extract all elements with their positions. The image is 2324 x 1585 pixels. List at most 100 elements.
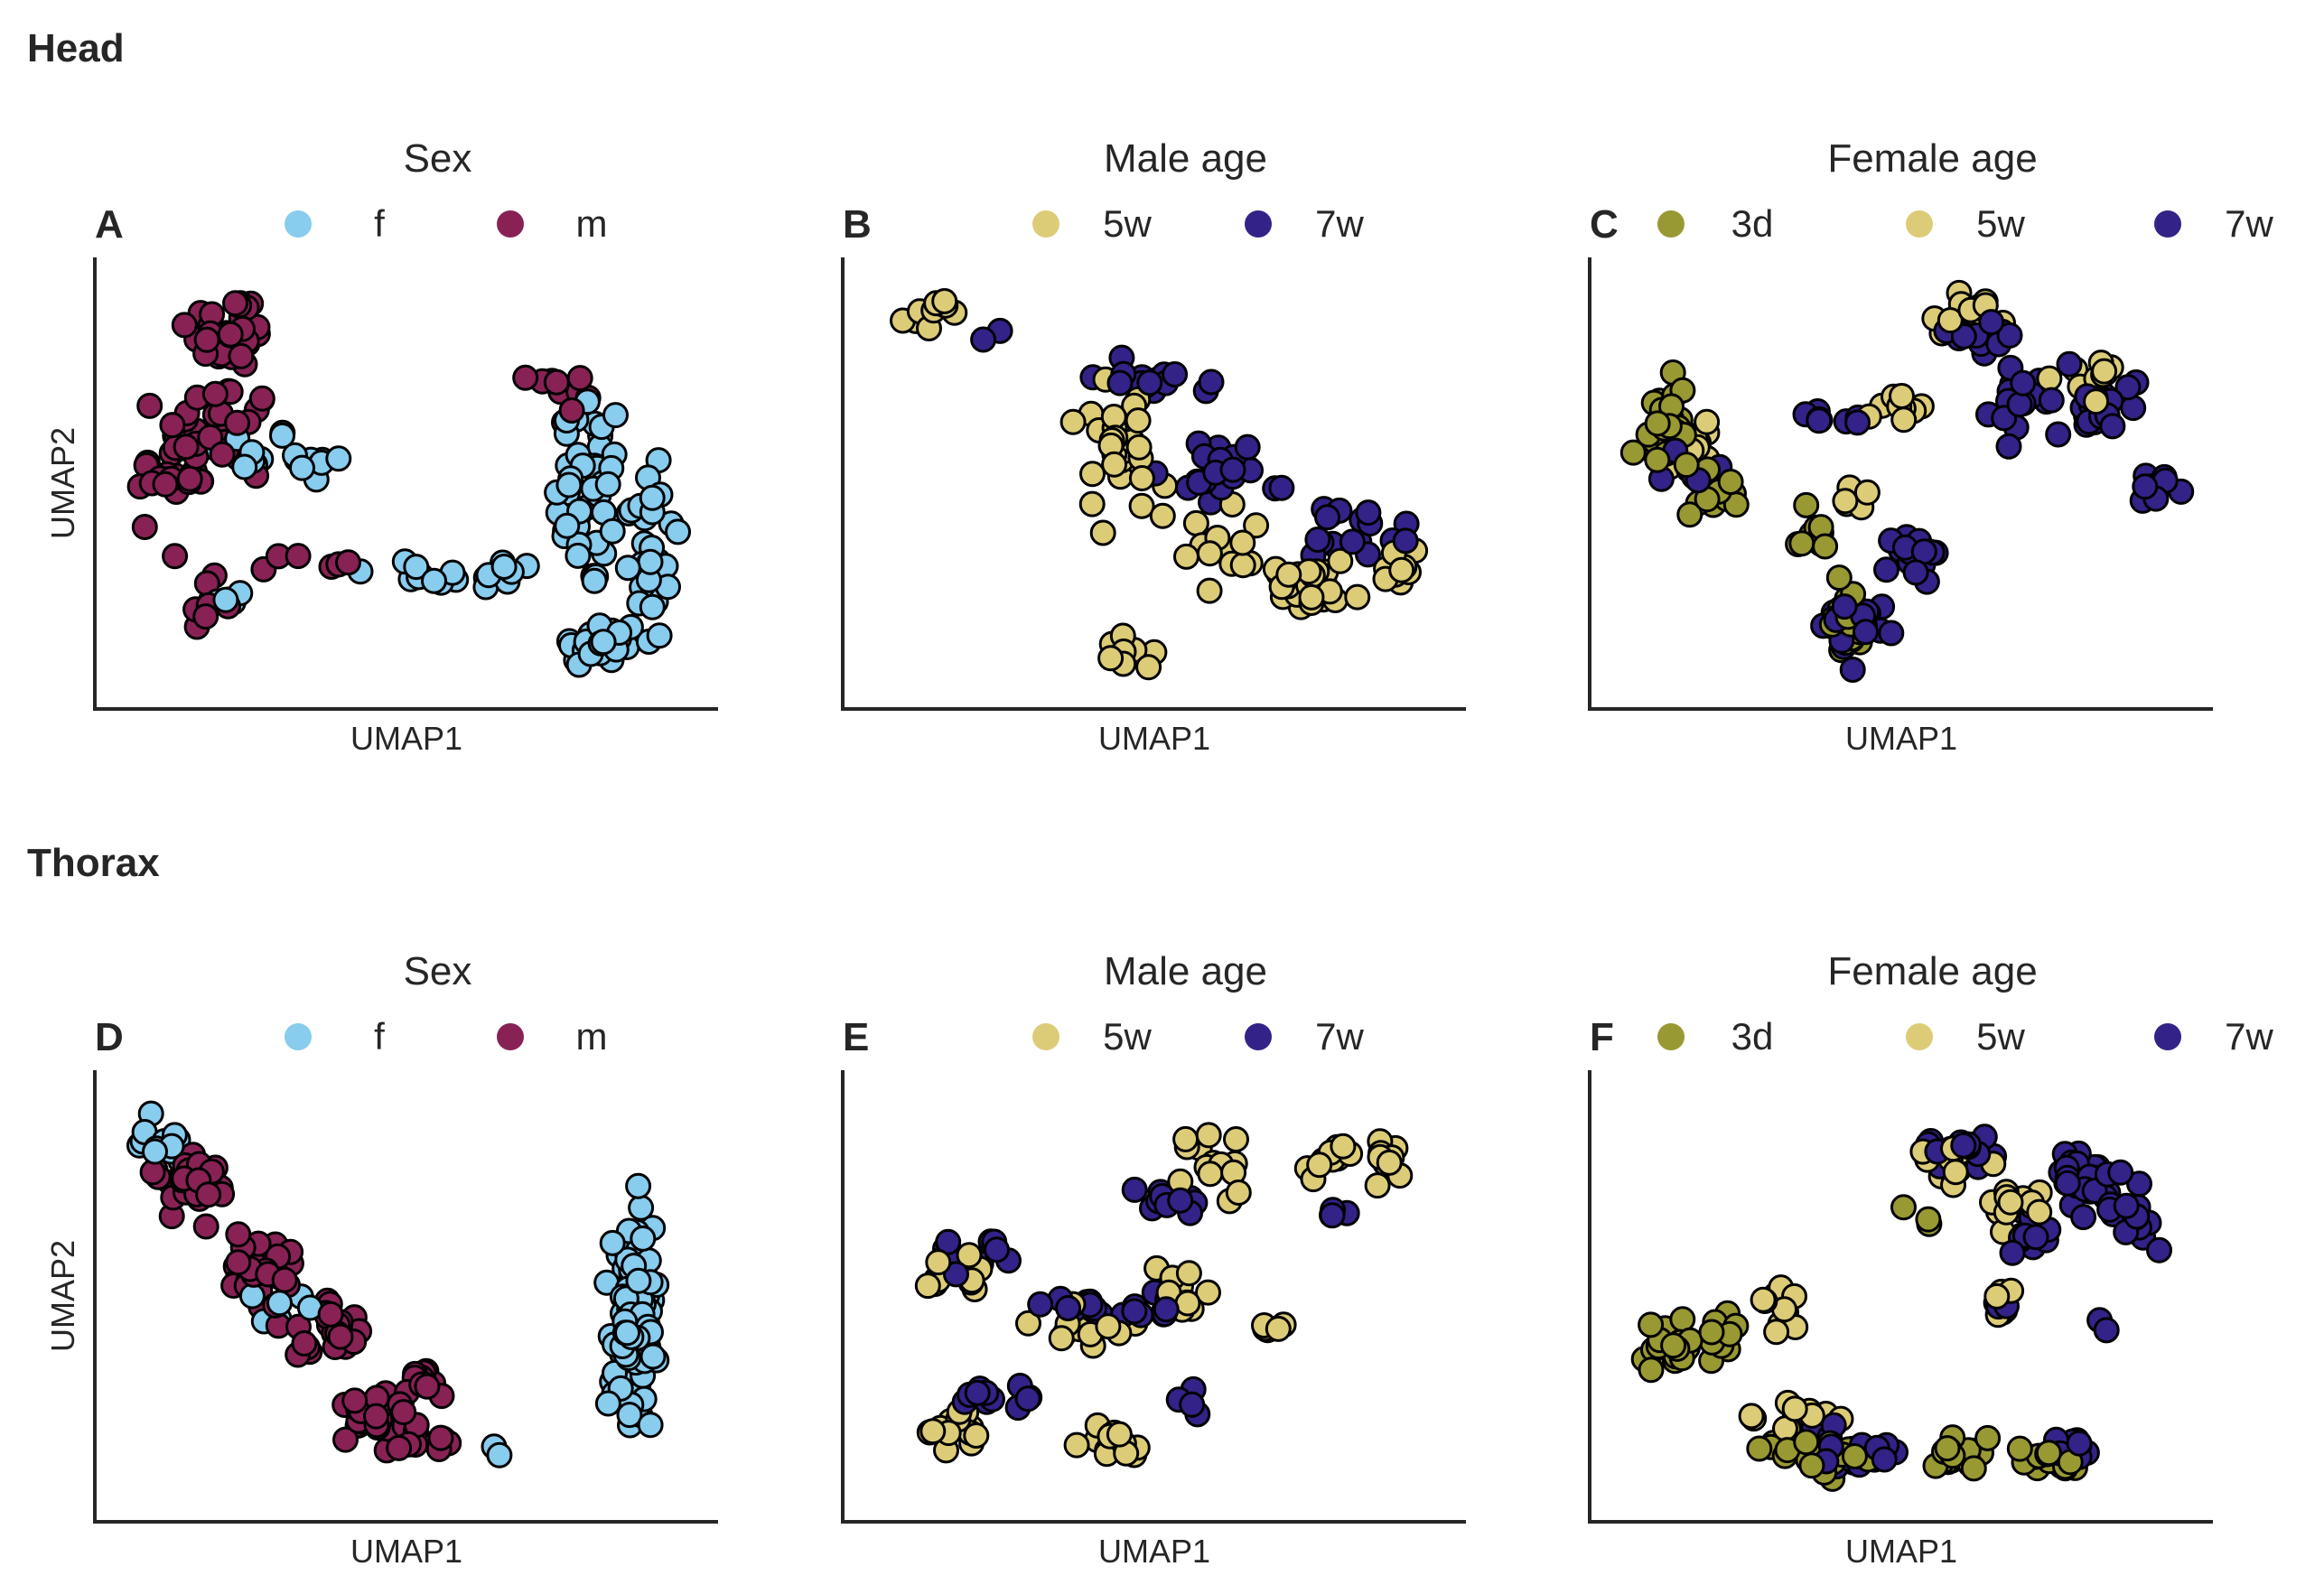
data-point-f bbox=[421, 567, 447, 594]
data-point-7w bbox=[1314, 504, 1340, 531]
legend-label-m: m bbox=[576, 202, 608, 245]
data-points bbox=[914, 1122, 1414, 1468]
data-point-7w bbox=[1136, 369, 1163, 396]
data-point-5w bbox=[1125, 434, 1153, 461]
data-point-5w bbox=[1128, 465, 1155, 491]
data-point-f bbox=[403, 554, 430, 581]
data-point-7w bbox=[2126, 1170, 2152, 1198]
data-point-5w bbox=[1196, 540, 1223, 567]
data-point-f bbox=[614, 555, 641, 582]
data-point-7w bbox=[1121, 1176, 1148, 1203]
data-point-3d bbox=[1812, 533, 1839, 560]
x-axis-label: UMAP1 bbox=[1845, 1533, 1957, 1570]
data-point-5w bbox=[1182, 509, 1209, 536]
data-point-3d bbox=[1934, 1435, 1961, 1462]
data-point-3d bbox=[1698, 1319, 1725, 1346]
panel-letter: E bbox=[843, 1015, 869, 1059]
data-point-m bbox=[335, 549, 361, 576]
data-point-f bbox=[212, 586, 239, 613]
data-point-5w bbox=[2026, 1198, 2053, 1226]
panel-title: Male age bbox=[1104, 949, 1267, 993]
data-point-5w bbox=[1243, 512, 1270, 539]
x-axis-label: UMAP1 bbox=[1098, 720, 1210, 757]
data-point-5w bbox=[1229, 529, 1256, 556]
data-point-m bbox=[332, 1426, 359, 1453]
data-point-m bbox=[327, 1323, 354, 1350]
panel-title: Female age bbox=[1827, 949, 2037, 993]
data-point-7w bbox=[984, 1236, 1010, 1263]
data-point-7w bbox=[1844, 409, 1871, 436]
panel-title: Sex bbox=[404, 136, 472, 181]
data-point-5w bbox=[1196, 577, 1223, 604]
data-point-7w bbox=[1027, 1291, 1054, 1318]
data-point-5w bbox=[1097, 645, 1125, 672]
data-point-m bbox=[152, 471, 179, 498]
data-point-5w bbox=[2091, 358, 2118, 385]
data-point-7w bbox=[1106, 369, 1134, 396]
data-point-5w bbox=[1694, 408, 1721, 435]
y-axis-label: UMAP2 bbox=[44, 1240, 81, 1352]
data-point-f bbox=[289, 454, 315, 481]
data-point-m bbox=[159, 412, 186, 439]
data-point-m bbox=[131, 514, 158, 540]
legend-marker-3d bbox=[1657, 1023, 1685, 1050]
data-point-5w bbox=[1937, 307, 1964, 334]
data-point-5w bbox=[1015, 1310, 1041, 1337]
data-point-5w bbox=[1275, 561, 1302, 588]
data-point-3d bbox=[1644, 446, 1671, 473]
data-point-3d bbox=[1673, 452, 1700, 479]
data-point-7w bbox=[1978, 309, 2005, 336]
data-point-3d bbox=[1793, 491, 1820, 518]
data-point-5w bbox=[1344, 583, 1371, 611]
legend-marker-f bbox=[285, 210, 312, 238]
row-title-thorax: Thorax bbox=[27, 841, 160, 885]
data-point-5w bbox=[1763, 1319, 1790, 1346]
data-point-7w bbox=[970, 326, 997, 353]
legend-label-7w: 7w bbox=[1315, 1015, 1364, 1058]
data-point-m bbox=[566, 365, 593, 392]
data-point-f bbox=[637, 548, 664, 575]
data-point-5w bbox=[925, 1249, 952, 1276]
x-axis-label: UMAP1 bbox=[350, 1533, 462, 1570]
data-point-7w bbox=[1806, 407, 1833, 434]
data-point-5w bbox=[1327, 547, 1354, 574]
data-points bbox=[890, 288, 1429, 681]
data-point-5w bbox=[1223, 1126, 1249, 1152]
data-point-m bbox=[192, 603, 219, 630]
data-point-7w bbox=[1871, 1446, 1898, 1473]
data-point-m bbox=[195, 1181, 222, 1208]
legend-marker-7w bbox=[2154, 1023, 2181, 1050]
data-point-3d bbox=[2035, 1440, 2062, 1467]
data-point-3d bbox=[1890, 1194, 1917, 1221]
panel-letter: D bbox=[95, 1015, 124, 1059]
data-point-m bbox=[176, 465, 203, 492]
data-point-5w bbox=[919, 1418, 947, 1445]
data-point-5w bbox=[1175, 1260, 1202, 1287]
data-point-7w bbox=[1055, 1295, 1082, 1321]
data-point-5w bbox=[963, 1422, 990, 1449]
legend-marker-7w bbox=[2154, 210, 2181, 238]
data-point-7w bbox=[2099, 413, 2126, 440]
data-point-7w bbox=[1268, 474, 1295, 501]
data-point-7w bbox=[2056, 350, 2083, 378]
data-point-5w bbox=[1079, 461, 1106, 488]
data-point-f bbox=[665, 518, 691, 545]
data-point-7w bbox=[2114, 374, 2142, 401]
data-points bbox=[1630, 1123, 2172, 1492]
legend-label-5w: 5w bbox=[1103, 202, 1152, 245]
data-point-m bbox=[427, 1424, 454, 1451]
data-point-f bbox=[581, 567, 608, 594]
data-point-m bbox=[201, 380, 229, 407]
data-points bbox=[126, 1100, 670, 1468]
data-point-m bbox=[224, 409, 251, 436]
data-point-5w bbox=[1063, 1431, 1090, 1459]
legend-marker-f bbox=[285, 1023, 312, 1050]
data-point-5w bbox=[1174, 1290, 1201, 1317]
data-point-f bbox=[599, 517, 626, 545]
data-point-7w bbox=[1950, 1132, 1977, 1159]
data-point-f bbox=[590, 629, 617, 656]
data-point-m bbox=[225, 1249, 252, 1276]
